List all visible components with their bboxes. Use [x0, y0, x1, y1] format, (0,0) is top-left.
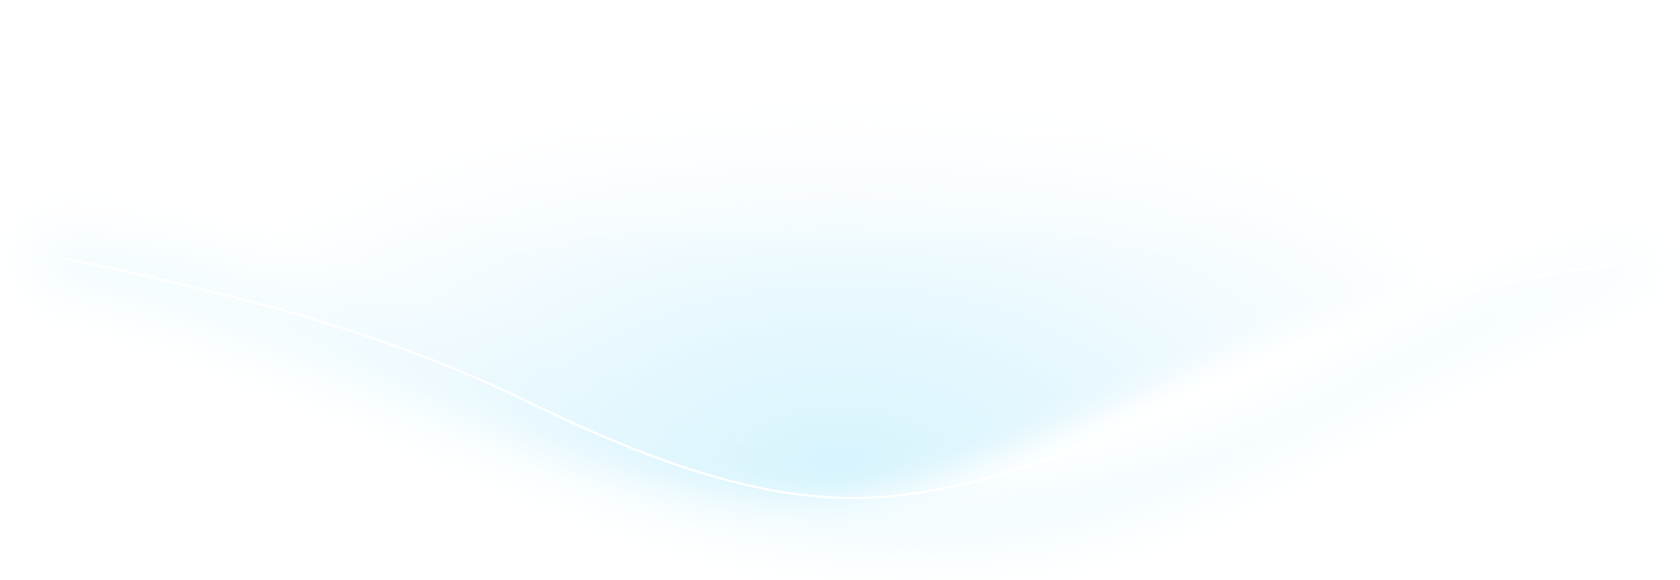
wave-curve-line — [60, 256, 1632, 500]
